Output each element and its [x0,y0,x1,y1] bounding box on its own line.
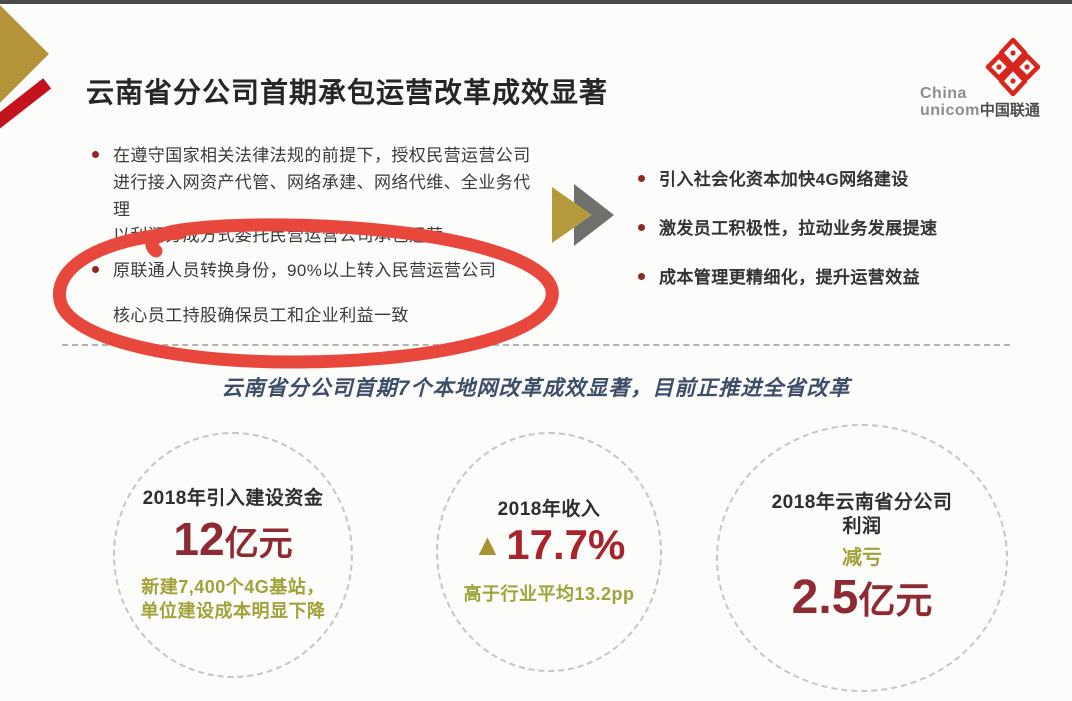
bullet-dot-icon [92,266,99,273]
dashed-divider-line [62,344,1010,346]
list-item: 激发员工积极性，拉动业务发展提速 [638,215,1038,242]
list-item: 原联通人员转换身份，90%以上转入民营运营公司 [92,257,496,284]
logo-wordmark: China unicom中国联通 [920,86,1040,120]
stat-note: 高于行业平均13.2pp [463,583,635,604]
stat-header-line1: 2018年云南省分公司 [771,492,953,514]
logo-text-china: China [920,85,967,103]
logo-text-chinese: 中国联通 [979,102,1040,120]
china-unicom-logo: China unicom中国联通 [920,36,1050,120]
bullet-dot-icon [92,151,99,158]
stat-label: 减亏 [842,546,882,569]
bullet-text: 引入社会化资本加快4G网络建设 [659,170,909,189]
right-bullet-list: 引入社会化资本加快4G网络建设 激发员工积极性，拉动业务发展提速 成本管理更精细… [638,166,1038,314]
bullet-dot-icon [638,175,645,182]
red-circle-annotation [53,218,559,369]
list-item: 核心员工持股确保员工和企业利益一致 [113,302,409,329]
unicom-knot-icon [985,37,1041,97]
stat-value: ▲17.7% [472,520,626,568]
bullet-text: 核心员工持股确保员工和企业利益一致 [113,306,409,325]
section-subtitle: 云南省分公司首期7个本地网改革成效显著，目前正推进全省改革 [221,377,851,400]
stat-note-line2: 单位建设成本明显下降 [140,601,326,622]
list-item: 引入社会化资本加快4G网络建设 [638,166,1038,193]
bullet-dot-icon [638,224,645,232]
stat-unit: 亿元 [858,579,933,621]
stat-circle-revenue: 2018年收入 ▲17.7% 高于行业平均13.2pp [436,432,662,672]
stat-header: 2018年收入 [497,498,601,520]
list-item: 成本管理更精细化，提升运营效益 [638,264,1038,291]
stat-number: 2.5 [791,570,859,624]
stat-value: 12亿元 [173,514,292,565]
bullet-dot-icon [638,273,645,281]
stat-header: 2018年云南省分公司 利润 [772,491,953,539]
top-border-line [0,0,1072,4]
up-triangle-icon: ▲ [472,528,503,562]
stat-header-line2: 利润 [842,516,882,538]
bullet-text: 成本管理更精细化，提升运营效益 [659,268,920,288]
slide-title: 云南省分公司首期承包运营改革成效显著 [86,76,609,108]
bullet-text: 在遵守国家相关法律法规的前提下，授权民营运营公司进行接入网资产代管、网络承建、网… [113,146,531,220]
stat-unit: 亿元 [224,525,293,564]
bullet-text: 原联通人员转换身份，90%以上转入民营运营公司 [113,261,497,280]
stat-number: 12 [173,513,225,566]
logo-text-unicom: unicom [920,102,980,120]
stat-value: 2.5亿元 [791,570,933,625]
stat-circle-profit: 2018年云南省分公司 利润 减亏 2.5亿元 [716,424,1008,692]
stat-header: 2018年引入建设资金 [142,487,324,509]
double-arrow-icon [552,184,614,246]
stat-number: 17.7% [506,520,626,568]
bullet-text: 激发员工积极性，拉动业务发展提速 [659,219,938,239]
stat-note: 新建7,400个4G基站， 单位建设成本明显下降 [141,575,326,624]
list-item: 在遵守国家相关法律法规的前提下，授权民营运营公司进行接入网资产代管、网络承建、网… [92,142,544,224]
stat-note-line1: 新建7,400个4G基站， [141,576,325,597]
stat-circle-funding: 2018年引入建设资金 12亿元 新建7,400个4G基站， 单位建设成本明显下… [113,432,353,678]
